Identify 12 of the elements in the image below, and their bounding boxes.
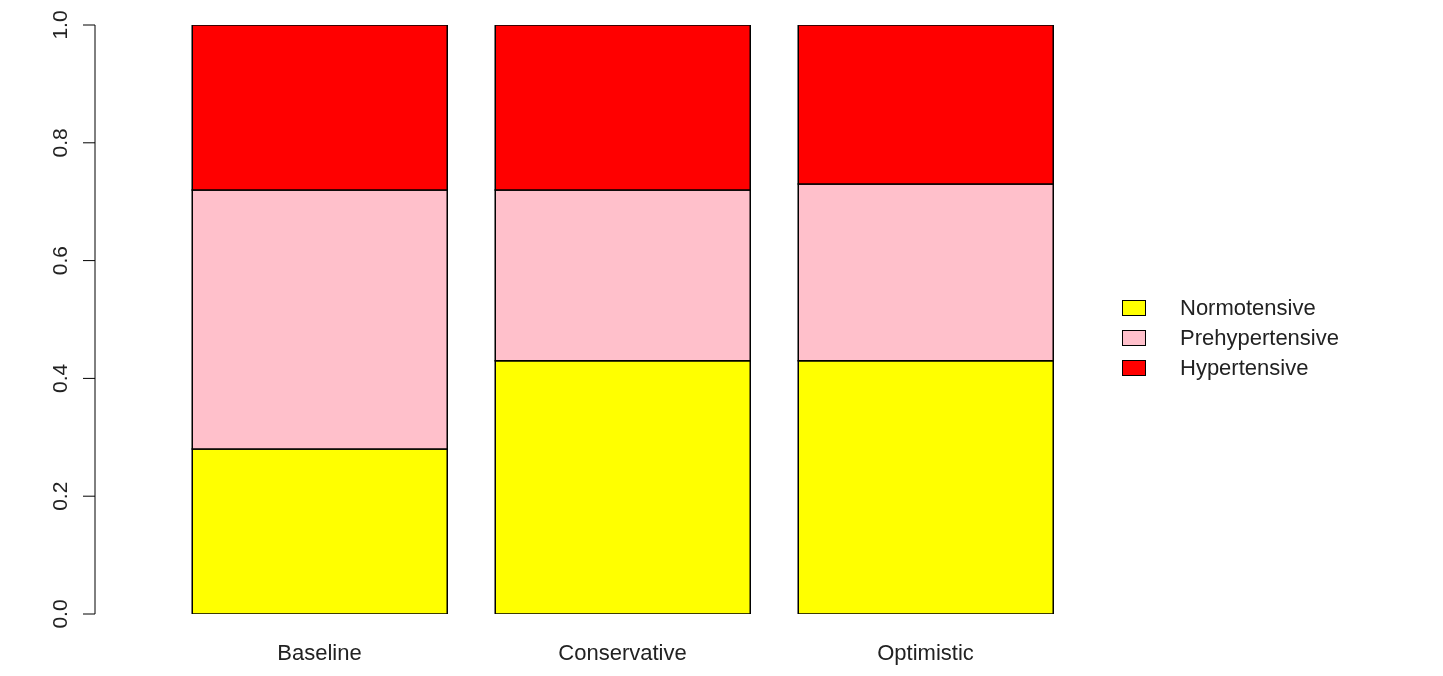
y-tick-label: 0.0 [48, 599, 71, 629]
x-tick-label: Conservative [558, 640, 687, 665]
x-tick-label: Optimistic [877, 640, 974, 665]
legend-label: Normotensive [1180, 294, 1316, 322]
y-tick-label: 0.4 [48, 363, 71, 393]
y-tick-label: 0.6 [48, 246, 71, 276]
y-tick-label: 0.8 [48, 128, 71, 158]
y-tick-label: 1.0 [48, 10, 71, 40]
x-tick-label: Baseline [277, 640, 362, 665]
legend-label: Prehypertensive [1180, 324, 1339, 352]
legend-label: Hypertensive [1180, 354, 1309, 382]
y-tick-label: 0.2 [48, 481, 71, 511]
